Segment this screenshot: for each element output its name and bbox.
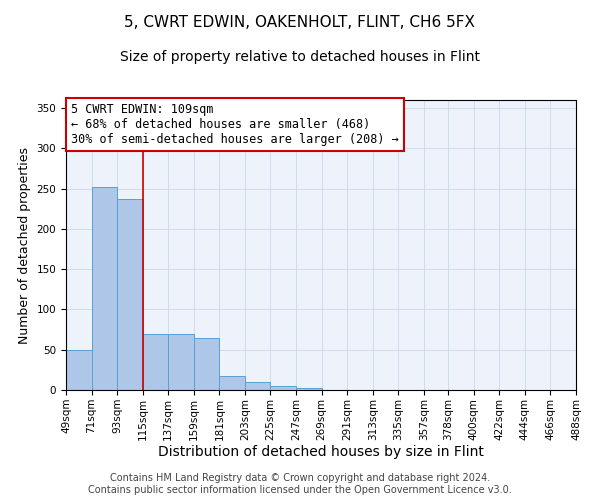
Text: 5, CWRT EDWIN, OAKENHOLT, FLINT, CH6 5FX: 5, CWRT EDWIN, OAKENHOLT, FLINT, CH6 5FX (125, 15, 476, 30)
Bar (66, 350, 92, 390)
Bar (194, 338, 220, 390)
Bar (245, 382, 271, 390)
Text: Size of property relative to detached houses in Flint: Size of property relative to detached ho… (120, 50, 480, 64)
Bar (220, 376, 245, 390)
Bar (143, 334, 168, 390)
Bar (92, 187, 117, 390)
Y-axis label: Number of detached properties: Number of detached properties (18, 146, 31, 344)
Bar (296, 388, 322, 390)
Bar (117, 199, 143, 390)
Bar (271, 386, 296, 390)
Bar (168, 334, 194, 390)
X-axis label: Distribution of detached houses by size in Flint: Distribution of detached houses by size … (158, 446, 484, 460)
Text: 5 CWRT EDWIN: 109sqm
← 68% of detached houses are smaller (468)
30% of semi-deta: 5 CWRT EDWIN: 109sqm ← 68% of detached h… (71, 103, 399, 146)
Text: Contains HM Land Registry data © Crown copyright and database right 2024.
Contai: Contains HM Land Registry data © Crown c… (88, 474, 512, 495)
